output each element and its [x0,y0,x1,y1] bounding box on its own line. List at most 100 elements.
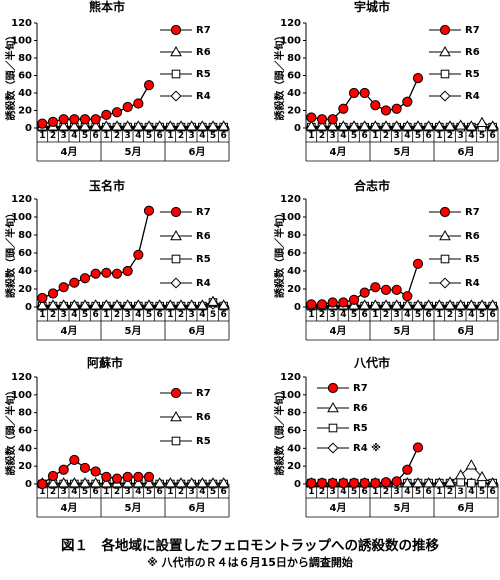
x-tick-label: 3 [394,310,400,320]
data-point [305,120,318,131]
data-point [402,96,413,107]
legend-item: R5 [429,69,480,80]
data-point [36,299,49,310]
legend-item: R6 [429,45,480,58]
legend-marker [170,24,182,36]
legend-item: R6 [160,229,211,242]
data-point [359,478,370,489]
month-label: 4月 [330,325,347,337]
x-tick-label: 4 [135,131,141,141]
legend-marker [440,69,450,79]
x-tick-label: 2 [383,487,389,497]
month-label: 5月 [125,502,142,514]
data-point [143,299,155,310]
data-point [217,477,230,488]
data-point [101,109,112,120]
data-point [101,471,112,482]
x-tick-label: 1 [167,310,173,320]
x-tick-label: 5 [210,487,216,497]
data-point [79,477,91,488]
data-point [422,120,435,131]
data-point [153,477,166,488]
series-line [311,122,493,127]
series-r6 [305,116,499,131]
y-tick-label: 20 [18,284,32,295]
data-point [486,477,499,488]
y-axis-label: 誘殺数（頭／半旬） [4,31,17,121]
month-label: 6月 [458,325,475,337]
legend-item: R5 [160,254,211,265]
data-point [121,120,134,131]
data-point [337,120,350,131]
x-tick-label: 4 [199,131,205,141]
month-label: 6月 [189,146,206,158]
data-point [370,100,381,111]
x-tick-label: 6 [490,310,496,320]
data-point [143,205,155,216]
x-tick-label: 4 [340,487,346,497]
x-tick-label: 3 [394,131,400,141]
data-point [79,114,91,125]
data-point [338,103,349,114]
data-point [358,120,371,131]
y-tick-label: 80 [18,230,32,241]
x-tick-label: 3 [458,131,464,141]
y-tick-label: 120 [280,18,301,29]
data-point [412,442,424,453]
x-tick-label: 6 [157,487,163,497]
data-point [196,477,209,488]
y-tick-label: 100 [280,212,301,223]
data-point [164,299,177,310]
data-point [57,477,70,488]
chart-title: 八代市 [353,355,390,370]
data-point [465,299,478,310]
x-tick-label: 2 [383,131,389,141]
data-point [89,477,102,488]
y-tick-label: 60 [18,248,32,259]
x-tick-label: 4 [404,131,410,141]
x-tick-label: 1 [372,487,378,497]
legend-label: R6 [465,47,480,58]
x-tick-label: 3 [458,310,464,320]
data-point [121,477,134,488]
data-point [358,299,371,310]
data-point [47,299,59,310]
legend-label: R6 [196,231,211,242]
legend-marker [171,436,181,446]
x-tick-label: 4 [468,131,474,141]
data-point [306,112,317,123]
data-point [380,120,392,131]
series-line [42,210,150,299]
data-point [327,114,338,125]
x-tick-label: 2 [319,131,325,141]
series-r7 [306,73,424,125]
data-point [348,87,360,99]
x-tick-label: 3 [394,487,400,497]
data-point [164,120,177,131]
data-point [143,471,155,482]
month-label: 6月 [458,502,475,514]
data-point [433,120,446,131]
data-point [153,120,166,131]
y-axis-label: 誘殺数（頭／半旬） [273,208,286,298]
data-point [422,477,435,488]
y-tick-label: 80 [18,408,32,419]
data-point [412,258,424,269]
data-point [316,299,328,310]
month-label: 4月 [330,502,347,514]
data-point [217,299,230,310]
month-label: 5月 [125,146,142,158]
x-tick-label: 2 [319,487,325,497]
x-tick-label: 1 [103,131,109,141]
legend-marker [327,382,339,394]
month-label: 6月 [189,325,206,337]
y-tick-label: 20 [287,284,301,295]
x-tick-label: 2 [319,310,325,320]
data-point [412,120,424,131]
data-point [122,101,133,113]
legend-label: R5 [465,69,480,80]
legend-item: R5 [317,423,368,434]
x-tick-label: 6 [362,131,368,141]
x-tick-label: 6 [426,487,432,497]
series-line [311,263,419,305]
